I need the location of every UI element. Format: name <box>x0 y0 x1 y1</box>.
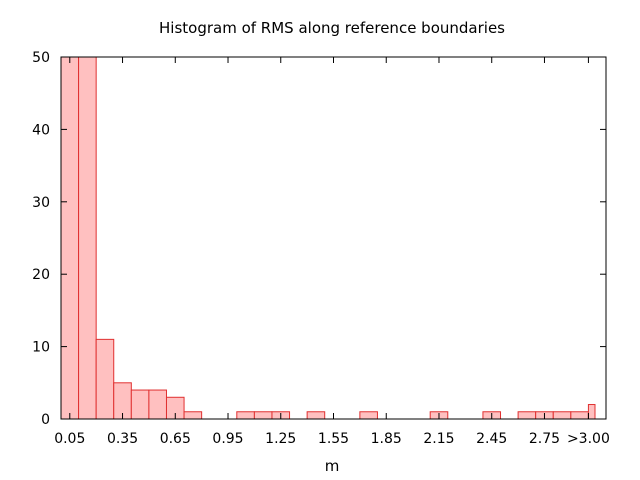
bars-group <box>60 56 596 420</box>
histogram-bar <box>78 56 97 420</box>
histogram-bar <box>60 56 80 420</box>
x-tick-label: 1.25 <box>265 431 296 447</box>
plot-frame <box>60 56 607 420</box>
x-axis-label: m <box>325 457 340 475</box>
y-tick-label: 50 <box>32 50 50 66</box>
y-tick-label: 20 <box>32 267 50 283</box>
x-tick-label: 2.15 <box>423 431 454 447</box>
x-tick-label: 1.85 <box>371 431 402 447</box>
histogram-bar <box>95 338 115 420</box>
x-tick-label: 0.35 <box>107 431 138 447</box>
histogram-bar <box>148 389 167 420</box>
x-axis: 0.05 0.35 0.65 0.95 1.25 1.55 1.85 2.15 2.45 2.75… <box>54 57 610 447</box>
histogram-bar <box>517 411 537 420</box>
y-axis: 0 10 20 30 40 50 <box>32 50 606 428</box>
y-tick-label: 10 <box>32 340 50 356</box>
chart-title: Histogram of RMS along reference boundar… <box>159 19 505 37</box>
histogram-bar <box>183 411 203 420</box>
x-tick-label: 0.95 <box>212 431 243 447</box>
x-tick-label: 2.75 <box>529 431 560 447</box>
x-tick-label: 0.05 <box>54 431 85 447</box>
histogram-bar <box>570 411 589 420</box>
histogram-bar <box>130 389 150 420</box>
histogram-bar <box>306 411 326 420</box>
x-tick-label: 2.45 <box>476 431 507 447</box>
x-tick-label: >3.00 <box>567 431 610 447</box>
y-tick-label: 0 <box>41 412 50 428</box>
histogram-bar <box>552 411 572 420</box>
x-tick-label: 1.55 <box>318 431 349 447</box>
histogram-bar <box>587 404 596 420</box>
histogram-bar <box>359 411 378 420</box>
histogram-bar <box>253 411 273 420</box>
x-tick-label: 0.65 <box>160 431 191 447</box>
histogram-bar <box>236 411 255 420</box>
y-tick-label: 40 <box>32 122 50 138</box>
y-tick-label: 30 <box>32 195 50 211</box>
